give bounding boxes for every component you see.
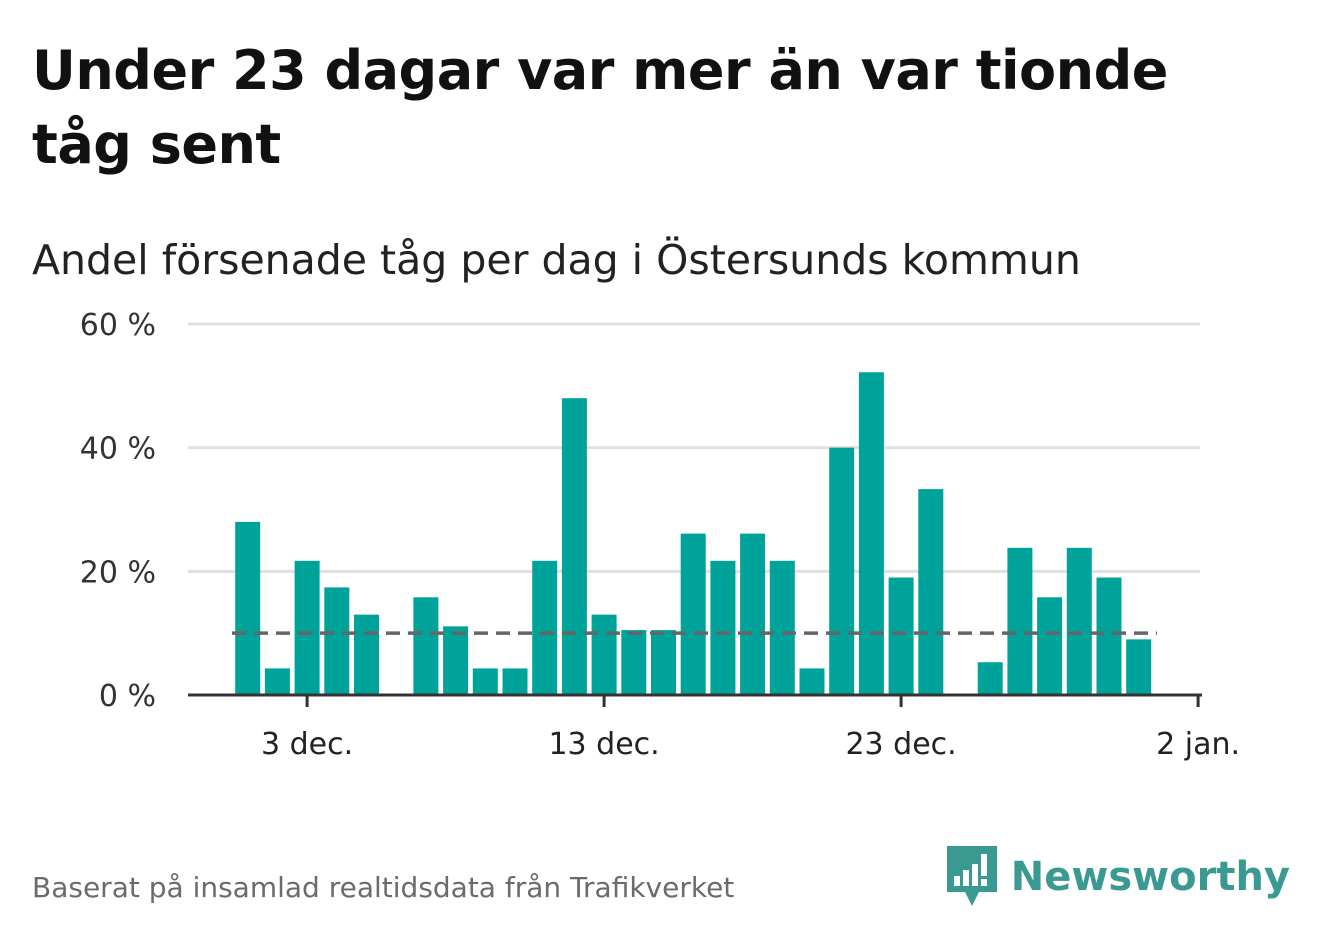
logo-bar-4 [980,854,987,876]
y-tick-label: 40 % [80,432,156,467]
bar-7-dec [413,597,439,695]
bar-18-dec [740,533,766,695]
bar-2-dec [264,668,290,695]
logo-bar-4-dot [980,879,987,886]
bar-1-dec [235,521,261,695]
bar-29-dec [1066,547,1092,695]
bar-21-dec [829,447,855,695]
bar-22-dec [858,372,884,695]
bar-28-dec [1037,597,1063,695]
bar-11-dec [532,560,558,695]
y-tick-label: 20 % [80,555,156,590]
y-tick-label: 0 % [99,679,156,714]
bar-14-dec [621,630,647,695]
x-tick-label: 13 dec. [548,727,659,762]
logo-bar-3 [971,864,978,886]
bar-9-dec [472,668,498,695]
source-note: Baserat på insamlad realtidsdata från Tr… [32,871,735,904]
bar-31-dec [1126,639,1152,695]
bar-12-dec [561,398,587,695]
bar-4-dec [324,587,350,695]
brand: Newsworthy [946,846,1290,908]
logo-bar-1 [953,876,960,886]
bar-8-dec [443,626,469,695]
x-tick-label: 23 dec. [845,727,956,762]
bar-17-dec [710,560,736,695]
bar-27-dec [1007,547,1033,695]
x-tick-label: 2 jan. [1156,727,1240,762]
bar-16-dec [680,533,706,695]
brand-name: Newsworthy [1010,854,1290,900]
bar-chart: 0 % 20 % 40 % 60 % 3 dec. 13 dec. 23 dec. 2 jan… [80,308,1240,762]
bar-26-dec [977,662,1003,695]
bar-chart-logo-icon [946,846,997,906]
bar-3-dec [294,560,320,695]
bar-24-dec [918,489,944,695]
bar-5-dec [354,614,379,695]
x-tick-label: 3 dec. [261,727,353,762]
bar-20-dec [799,668,825,695]
logo-bar-2 [962,870,969,886]
bar-30-dec [1096,577,1122,695]
bar-23-dec [888,577,914,695]
chart-subtitle: Andel försenade tåg per dag i Östersunds… [32,236,1081,284]
bar-10-dec [502,668,528,695]
bar-13-dec [591,614,617,695]
bar-15-dec [651,630,676,695]
bar-19-dec [769,560,795,695]
y-tick-label: 60 % [80,308,156,343]
chart-title: Under 23 dagar var mer än var tionde tåg… [32,39,1168,176]
